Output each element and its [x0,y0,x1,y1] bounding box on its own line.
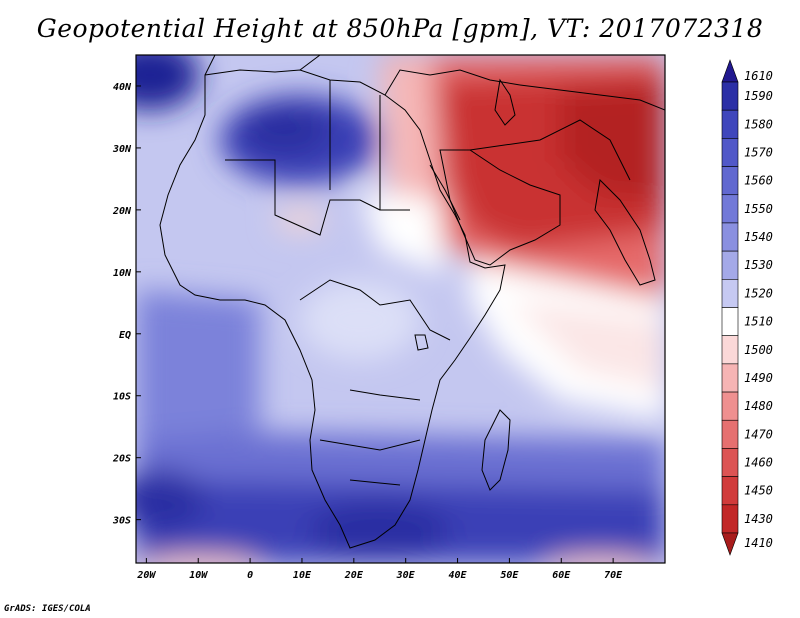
lat-label: EQ [119,330,131,341]
map-frame [135,54,666,564]
latitude-axis: 40N 30N 20N 10N EQ 10S 20S 30S [112,82,141,527]
colorbar-label: 1560 [744,174,773,188]
colorbar-label: 1490 [744,371,773,385]
colorbar-swatch [721,532,739,556]
height-field [136,55,665,563]
coastlines [159,55,665,549]
colorbar-swatch [721,363,739,393]
lon-label: 10E [293,570,312,581]
lat-label: 30S [112,516,131,527]
colorbar-swatch [721,448,739,477]
lon-label: 20W [136,570,156,581]
credit-text: GrADS: IGES/COLA [4,604,91,614]
colorbar-label: 1410 [744,536,773,550]
colorbar-label: 1570 [744,145,773,159]
colorbar-swatch [721,222,739,252]
lat-label: 40N [113,82,132,93]
colorbar-label: 1470 [744,427,773,441]
colorbar-label: 1590 [744,89,773,103]
lat-label: 20N [112,206,132,217]
lat-label: 20S [112,454,131,465]
lon-label: 70E [604,570,623,581]
lat-label: 30N [112,144,132,155]
colorbar-label: 1430 [744,512,773,526]
lon-label: 40E [449,570,468,581]
colorbar-swatch [721,504,739,534]
colorbar-label: 1480 [744,399,773,413]
colorbar-label: 1450 [744,484,773,498]
colorbar-label: 1610 [744,69,773,83]
colorbar-swatch [721,81,739,111]
colorbar-swatch [721,476,739,506]
colorbar-label: 1520 [744,286,773,300]
colorbar-label: 1540 [744,230,773,244]
colorbar-swatch [721,391,739,421]
colorbar-label: 1530 [744,258,773,272]
lon-label: 10W [189,570,208,581]
lat-label: 10S [113,392,131,403]
colorbar-swatch [721,335,739,365]
colorbar-label: 1460 [744,456,773,470]
colorbar-swatch [721,194,739,224]
lon-label: 60E [552,570,571,581]
colorbar-swatch [721,419,739,449]
colorbar-label: 1550 [744,202,773,216]
lon-label: 50E [500,570,519,581]
colorbar-swatch [721,166,739,196]
lon-label: 0 [247,570,253,581]
colorbar-swatch [721,59,739,83]
colorbar-label: 1580 [744,117,773,131]
lon-label: 20E [344,570,364,581]
colorbar: 1610 1590 1580 1570 1560 1550 1540 1530 1520 1510… [721,59,773,556]
colorbar-swatch [721,109,739,139]
colorbar-label: 1510 [744,315,773,329]
colorbar-swatch [721,307,739,336]
colorbar-swatch [721,250,739,280]
colorbar-swatch [721,138,739,167]
longitude-axis: 20W 10W 0 10E 20E 30E 40E 50E 60E 70E [136,558,623,581]
lat-label: 10N [113,268,132,279]
lon-label: 30E [396,570,416,581]
colorbar-swatch [721,279,739,308]
map-title: Geopotential Height at 850hPa [gpm], VT:… [36,14,764,43]
colorbar-label: 1500 [744,343,773,357]
